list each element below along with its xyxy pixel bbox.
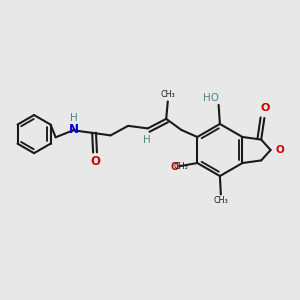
- Text: N: N: [69, 122, 79, 136]
- Text: O: O: [261, 103, 270, 113]
- Text: O: O: [275, 145, 284, 155]
- Text: HO: HO: [203, 93, 219, 103]
- Text: CH₃: CH₃: [174, 162, 189, 171]
- Text: CH₃: CH₃: [214, 196, 228, 206]
- Text: CH₃: CH₃: [160, 90, 175, 99]
- Text: H: H: [70, 113, 78, 123]
- Text: O: O: [90, 155, 100, 168]
- Text: H: H: [143, 135, 151, 145]
- Text: O: O: [170, 163, 178, 172]
